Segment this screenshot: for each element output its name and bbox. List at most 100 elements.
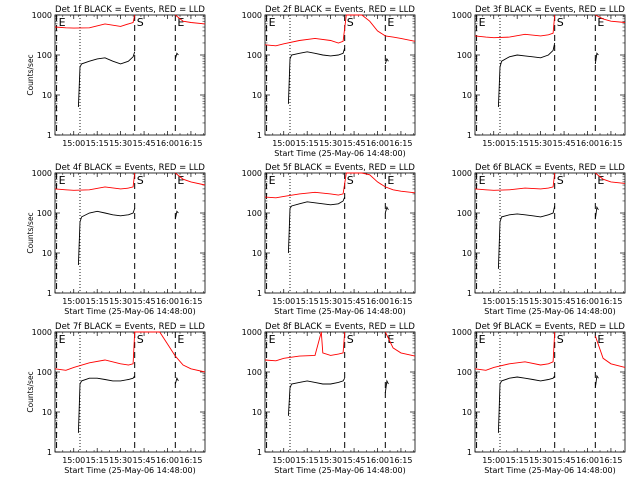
y-tick-label: 1000 bbox=[242, 169, 262, 178]
panel-title: Det 4f BLACK = Events, RED = LLD bbox=[55, 163, 205, 173]
events-series-line bbox=[174, 377, 179, 385]
y-tick-label: 1 bbox=[257, 131, 262, 140]
y-tick-label: 100 bbox=[457, 51, 472, 60]
x-tick-label: 15:45 bbox=[343, 139, 366, 148]
x-tick-label: 15:15 bbox=[296, 297, 319, 306]
x-tick-label: 16:00 bbox=[576, 456, 599, 465]
x-tick-label: 15:30 bbox=[109, 297, 132, 306]
event-marker-label: S bbox=[557, 333, 564, 346]
plot-frame bbox=[474, 331, 626, 453]
x-axis-label: Start Time (25-May-06 14:48:00) bbox=[274, 149, 405, 158]
panel: Det 2f BLACK = Events, RED = LLD 1 10 100 10… bbox=[242, 5, 416, 158]
event-marker-label: E bbox=[387, 16, 394, 29]
lld-series-line bbox=[474, 14, 556, 39]
y-tick-label: 1000 bbox=[452, 11, 472, 20]
y-tick-label: 1 bbox=[47, 131, 52, 140]
y-tick-label: 10 bbox=[42, 91, 52, 100]
events-series-line bbox=[287, 196, 346, 254]
x-tick-label: 16:15 bbox=[389, 139, 412, 148]
event-marker-label: E bbox=[387, 174, 394, 187]
panel-title: Det 8f BLACK = Events, RED = LLD bbox=[265, 322, 415, 332]
event-marker-label: S bbox=[557, 174, 564, 187]
x-tick-label: 16:00 bbox=[156, 456, 179, 465]
x-tick-label: 15:45 bbox=[133, 297, 156, 306]
y-axis-label: Counts/sec bbox=[26, 54, 35, 95]
x-tick-label: 15:30 bbox=[319, 456, 342, 465]
x-tick-label: 15:00 bbox=[482, 139, 505, 148]
x-tick-label: 15:15 bbox=[506, 139, 529, 148]
x-tick-label: 15:30 bbox=[109, 456, 132, 465]
plot-frame bbox=[264, 172, 416, 294]
x-tick-label: 15:15 bbox=[296, 456, 319, 465]
x-tick-label: 15:15 bbox=[506, 456, 529, 465]
y-tick-label: 100 bbox=[247, 368, 262, 377]
panel-title: Det 2f BLACK = Events, RED = LLD bbox=[265, 5, 415, 15]
x-tick-label: 16:15 bbox=[389, 456, 412, 465]
events-series-line bbox=[384, 206, 389, 214]
x-tick-label: 16:00 bbox=[366, 139, 389, 148]
events-series-line bbox=[77, 51, 136, 108]
events-series-line bbox=[174, 52, 179, 60]
y-tick-label: 1 bbox=[257, 448, 262, 457]
x-tick-label: 15:15 bbox=[86, 297, 109, 306]
events-series-line bbox=[384, 379, 389, 393]
event-marker-label: E bbox=[59, 174, 66, 187]
events-series-line bbox=[594, 52, 599, 64]
x-axis-label: Start Time (25-May-06 14:48:00) bbox=[484, 307, 615, 316]
y-tick-label: 100 bbox=[247, 51, 262, 60]
x-tick-label: 15:45 bbox=[553, 456, 576, 465]
lld-series-line bbox=[264, 331, 346, 362]
event-marker-label: S bbox=[137, 333, 144, 346]
event-marker-label: E bbox=[269, 333, 276, 346]
x-tick-label: 16:15 bbox=[179, 139, 202, 148]
x-tick-label: 15:00 bbox=[272, 139, 295, 148]
y-axis-label: Counts/sec bbox=[26, 371, 35, 412]
x-tick-label: 15:15 bbox=[296, 139, 319, 148]
event-marker-label: S bbox=[137, 174, 144, 187]
x-tick-label: 16:00 bbox=[576, 139, 599, 148]
x-tick-label: 16:15 bbox=[599, 456, 622, 465]
y-tick-label: 100 bbox=[247, 209, 262, 218]
x-tick-label: 16:15 bbox=[599, 139, 622, 148]
lld-series-line bbox=[264, 172, 416, 199]
x-axis-label: Start Time (25-May-06 14:48:00) bbox=[274, 307, 405, 316]
y-tick-label: 10 bbox=[252, 249, 262, 258]
x-tick-label: 15:30 bbox=[319, 297, 342, 306]
x-tick-label: 15:15 bbox=[506, 297, 529, 306]
plot-frame bbox=[474, 14, 626, 136]
lld-series-line bbox=[175, 14, 206, 25]
x-tick-label: 16:00 bbox=[576, 297, 599, 306]
lld-series-line bbox=[384, 331, 416, 357]
x-tick-label: 15:15 bbox=[86, 456, 109, 465]
events-series-line bbox=[174, 210, 179, 220]
event-marker-label: E bbox=[59, 16, 66, 29]
event-marker-label: E bbox=[597, 174, 604, 187]
event-marker-label: E bbox=[59, 333, 66, 346]
x-tick-label: 15:30 bbox=[319, 139, 342, 148]
x-tick-label: 15:45 bbox=[133, 456, 156, 465]
y-tick-label: 1 bbox=[47, 448, 52, 457]
y-tick-label: 1 bbox=[257, 289, 262, 298]
lld-series-line bbox=[474, 331, 556, 371]
panel-title: Det 6f BLACK = Events, RED = LLD bbox=[475, 163, 625, 173]
y-tick-label: 1000 bbox=[452, 169, 472, 178]
event-marker-label: E bbox=[269, 174, 276, 187]
panel: Det 5f BLACK = Events, RED = LLD 1 10 100 10… bbox=[242, 163, 416, 316]
y-tick-label: 100 bbox=[37, 51, 52, 60]
panel-title: Det 7f BLACK = Events, RED = LLD bbox=[55, 322, 205, 332]
x-tick-label: 16:15 bbox=[599, 297, 622, 306]
x-tick-label: 15:00 bbox=[272, 297, 295, 306]
y-tick-label: 1 bbox=[467, 448, 472, 457]
y-tick-label: 10 bbox=[252, 408, 262, 417]
x-tick-label: 15:30 bbox=[529, 297, 552, 306]
y-tick-label: 100 bbox=[457, 368, 472, 377]
events-series-line bbox=[77, 208, 136, 266]
x-tick-label: 15:00 bbox=[272, 456, 295, 465]
y-tick-label: 1000 bbox=[242, 11, 262, 20]
x-tick-label: 16:00 bbox=[156, 139, 179, 148]
events-series-line bbox=[497, 205, 556, 269]
lld-series-line bbox=[54, 331, 206, 373]
panel-title: Det 5f BLACK = Events, RED = LLD bbox=[265, 163, 415, 173]
x-tick-label: 15:00 bbox=[62, 297, 85, 306]
